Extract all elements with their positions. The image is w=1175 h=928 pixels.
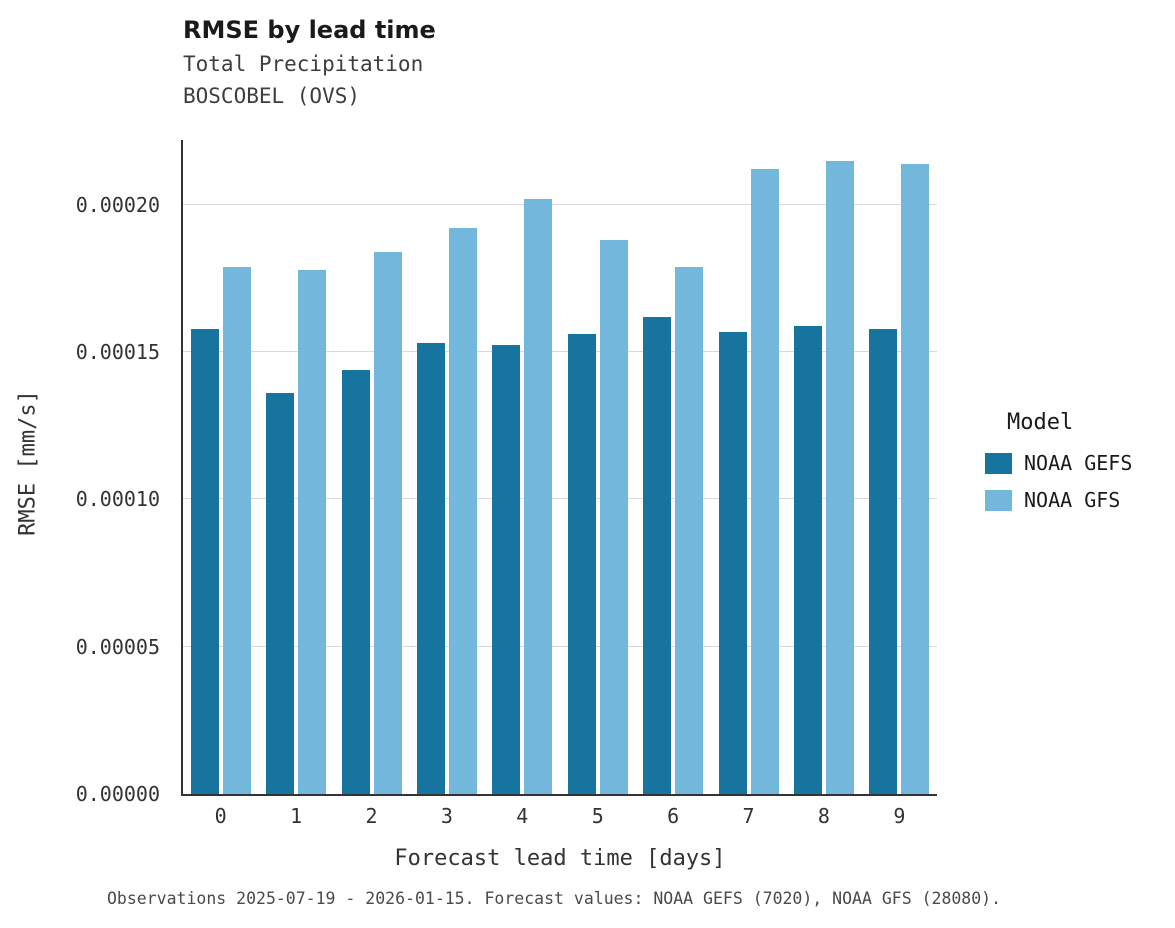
gridline bbox=[183, 351, 937, 353]
bars-layer bbox=[183, 140, 937, 794]
bar-group bbox=[485, 140, 560, 794]
bar-noaa-gefs bbox=[643, 316, 672, 794]
bar-noaa-gfs bbox=[675, 266, 704, 794]
x-tick-label: 0 bbox=[214, 804, 227, 828]
bar-group bbox=[862, 140, 937, 794]
chart-title: RMSE by lead time bbox=[183, 16, 436, 44]
plot-area bbox=[181, 140, 937, 796]
x-tick-label: 8 bbox=[817, 804, 830, 828]
legend-title: Model bbox=[1007, 410, 1074, 435]
x-tick-label: 6 bbox=[667, 804, 680, 828]
chart-subtitle-station: BOSCOBEL (OVS) bbox=[183, 84, 361, 108]
bar-group bbox=[560, 140, 635, 794]
bar-group bbox=[183, 140, 258, 794]
y-tick-label: 0.00005 bbox=[75, 634, 160, 659]
legend: Model NOAA GEFS NOAA GFS bbox=[985, 410, 1132, 525]
gridline bbox=[183, 498, 937, 500]
bar-noaa-gefs bbox=[190, 328, 219, 794]
legend-swatch bbox=[985, 489, 1012, 511]
legend-entry: NOAA GEFS bbox=[985, 451, 1132, 475]
y-axis-ticks: 0.00000 0.00005 0.00010 0.00015 0.00020 bbox=[0, 140, 172, 806]
legend-label: NOAA GFS bbox=[1024, 488, 1121, 512]
bar-group bbox=[334, 140, 409, 794]
bar-noaa-gefs bbox=[492, 344, 521, 794]
bar-noaa-gefs bbox=[416, 343, 445, 794]
bar-noaa-gefs bbox=[869, 328, 898, 794]
bar-noaa-gfs bbox=[524, 198, 553, 794]
y-tick-label: 0.00015 bbox=[75, 340, 160, 365]
x-axis-line bbox=[181, 794, 937, 796]
y-axis-line bbox=[181, 140, 183, 794]
legend-entries: NOAA GEFS NOAA GFS bbox=[985, 451, 1132, 512]
bar-noaa-gefs bbox=[718, 331, 747, 794]
bar-group bbox=[635, 140, 710, 794]
y-tick-label: 0.00010 bbox=[75, 487, 160, 512]
legend-swatch bbox=[985, 452, 1012, 474]
bar-noaa-gefs bbox=[266, 393, 295, 794]
bar-noaa-gefs bbox=[341, 369, 370, 794]
bar-noaa-gfs bbox=[373, 251, 402, 794]
x-tick-label: 5 bbox=[591, 804, 604, 828]
x-axis-ticks: 0 1 2 3 4 5 6 7 8 9 bbox=[183, 804, 937, 828]
chart-subtitle-variable: Total Precipitation bbox=[183, 52, 424, 76]
x-tick-label: 4 bbox=[516, 804, 529, 828]
bar-noaa-gfs bbox=[448, 228, 477, 794]
bar-noaa-gfs bbox=[298, 269, 327, 794]
bar-group bbox=[409, 140, 484, 794]
gridline bbox=[183, 203, 937, 205]
caption: Observations 2025-07-19 - 2026-01-15. Fo… bbox=[107, 889, 1002, 908]
x-tick-label: 7 bbox=[742, 804, 755, 828]
bar-noaa-gfs bbox=[825, 160, 854, 794]
x-tick-label: 3 bbox=[440, 804, 453, 828]
x-axis-title: Forecast lead time [days] bbox=[394, 846, 726, 871]
bar-noaa-gfs bbox=[222, 266, 251, 794]
bar-group bbox=[258, 140, 333, 794]
bar-noaa-gefs bbox=[793, 325, 822, 794]
bar-noaa-gefs bbox=[567, 334, 596, 794]
x-tick-label: 1 bbox=[290, 804, 303, 828]
x-tick-label: 2 bbox=[365, 804, 378, 828]
x-tick-label: 9 bbox=[893, 804, 906, 828]
bar-noaa-gfs bbox=[599, 240, 628, 794]
legend-label: NOAA GEFS bbox=[1024, 451, 1133, 475]
bar-noaa-gfs bbox=[901, 163, 930, 794]
legend-entry: NOAA GFS bbox=[985, 488, 1132, 512]
bar-noaa-gfs bbox=[750, 169, 779, 794]
y-tick-label: 0.00020 bbox=[75, 192, 160, 217]
y-tick-label: 0.00000 bbox=[75, 782, 160, 806]
bar-group bbox=[711, 140, 786, 794]
bar-group bbox=[786, 140, 861, 794]
gridline bbox=[183, 645, 937, 647]
